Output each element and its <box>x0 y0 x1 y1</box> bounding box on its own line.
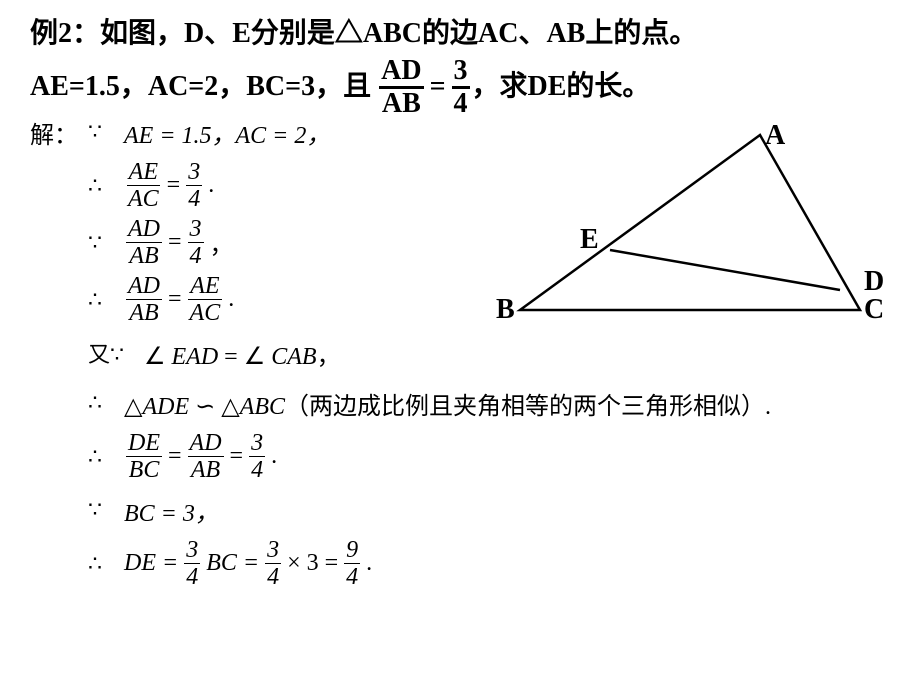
label-e: E <box>580 224 599 256</box>
step-expr: AD AB = 3 4 ， <box>124 217 234 268</box>
final-expr: DE = 3 4 BC = 3 4 × 3 = 9 4 . <box>124 538 372 589</box>
fraction: AD AB <box>126 274 162 325</box>
fraction: 3 4 <box>184 538 200 589</box>
step-expr: AE AC = 3 4 . <box>124 160 214 211</box>
step-text: △ADE ∽ △ABC（两边成比例且夹角相等的两个三角形相似）. <box>124 386 771 421</box>
label-c: C <box>864 294 884 326</box>
step-text: ∠ EAD = ∠ CAB， <box>144 336 341 371</box>
solution-step: ∵ BC = 3， <box>30 488 890 532</box>
step-text: BC = 3， <box>124 493 219 528</box>
fraction-ad-ab: AD AB <box>379 57 423 118</box>
solution-step: ∴ △ADE ∽ △ABC（两边成比例且夹角相等的两个三角形相似）. <box>30 381 890 425</box>
solution-label: 解： <box>30 115 88 150</box>
reason-symbol: ∴ <box>88 390 124 416</box>
fraction: AD AB <box>188 431 224 482</box>
reason-symbol: ∴ <box>88 444 124 470</box>
reason-symbol: ∴ <box>88 551 124 577</box>
fraction: AE AC <box>126 160 161 211</box>
fraction: AD AB <box>126 217 162 268</box>
fraction: 3 4 <box>265 538 281 589</box>
problem-line-2: AE=1.5，AC=2，BC=3，且 AD AB = 3 4 ，求DE的长。 <box>30 57 890 118</box>
step-expr: AD AB = AE AC . <box>124 274 234 325</box>
fraction: 3 4 <box>249 431 265 482</box>
fraction-3-4: 3 4 <box>452 57 470 118</box>
triangle-diagram: A E B D C <box>490 120 910 340</box>
reason-symbol: 又∵ <box>88 337 144 369</box>
reason-symbol: ∴ <box>88 173 124 199</box>
fraction: DE BC <box>126 431 162 482</box>
solution-step: ∴ DE = 3 4 BC = 3 4 × 3 = 9 4 . <box>30 538 890 589</box>
problem-statement: 例2：如图，D、E分别是△ABC的边AC、AB上的点。 AE=1.5，AC=2，… <box>30 12 890 118</box>
step-expr: DE BC = AD AB = 3 4 . <box>124 431 277 482</box>
segment-de <box>610 250 840 290</box>
triangle-svg <box>490 120 910 340</box>
fraction: 9 4 <box>344 538 360 589</box>
solution-step: ∴ DE BC = AD AB = 3 4 . <box>30 431 890 482</box>
problem-text-b: ，求DE的长。 <box>472 65 651 110</box>
label-a: A <box>765 120 785 152</box>
reason-symbol: ∵ <box>88 230 124 256</box>
reason-symbol: ∵ <box>88 497 124 523</box>
problem-text-a: AE=1.5，AC=2，BC=3，且 <box>30 65 371 110</box>
reason-symbol: ∵ <box>88 119 124 145</box>
step-text: AE = 1.5，AC = 2， <box>124 115 330 150</box>
problem-line-1: 例2：如图，D、E分别是△ABC的边AC、AB上的点。 <box>30 12 890 57</box>
reason-symbol: ∴ <box>88 287 124 313</box>
label-b: B <box>496 294 515 326</box>
fraction: AE AC <box>188 274 223 325</box>
fraction: 3 4 <box>186 160 202 211</box>
equals-sign: = <box>430 65 446 110</box>
fraction: 3 4 <box>188 217 204 268</box>
